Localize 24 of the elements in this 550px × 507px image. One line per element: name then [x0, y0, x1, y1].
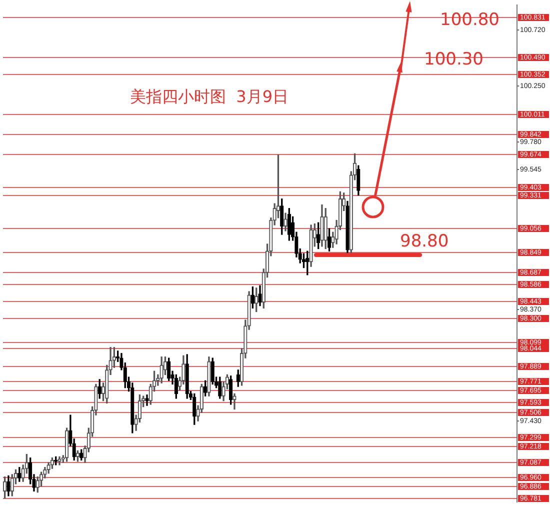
candlestick — [324, 208, 328, 250]
candlestick — [356, 165, 360, 196]
candlestick — [309, 224, 313, 267]
candlestick — [160, 356, 164, 384]
candlestick — [203, 380, 208, 396]
candlestick — [207, 356, 211, 396]
candlestick — [316, 222, 320, 250]
candlestick — [192, 393, 196, 425]
candlestick — [58, 456, 62, 466]
candlestick — [284, 212, 288, 232]
candlestick — [232, 393, 236, 410]
candlestick — [18, 467, 22, 482]
text: 美指四小时图 3月9日 — [130, 87, 289, 106]
candlestick — [64, 428, 69, 462]
candlestick — [145, 394, 149, 406]
candlestick — [320, 204, 324, 247]
candlestick — [287, 208, 291, 241]
annotation: 98.80 — [400, 231, 449, 252]
candlestick — [327, 228, 332, 252]
candlestick — [229, 376, 233, 405]
candlestick — [6, 475, 10, 496]
candlestick — [280, 198, 284, 235]
candlestick — [218, 376, 222, 399]
candlestick — [185, 354, 189, 399]
